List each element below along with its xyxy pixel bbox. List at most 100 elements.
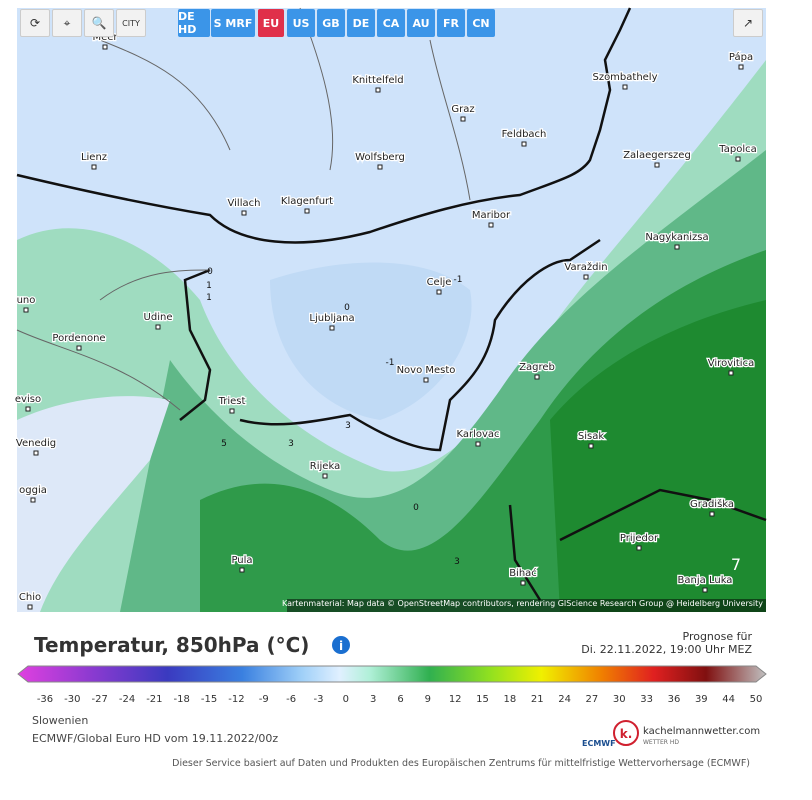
contour-label: 1 xyxy=(206,281,212,291)
city-label: Wolfsberg xyxy=(355,152,405,163)
city-label: eviso xyxy=(15,394,41,405)
attribution: Kartenmaterial: Map data © OpenStreetMap… xyxy=(282,599,763,608)
city-dot xyxy=(702,587,708,593)
city-dot xyxy=(33,450,39,456)
legend-tick: -36 xyxy=(37,694,53,705)
city-label: Feldbach xyxy=(502,129,547,140)
contour-label: -1 xyxy=(386,358,395,368)
legend-tick: 50 xyxy=(750,694,763,705)
legend-tick: 6 xyxy=(397,694,403,705)
city-dot xyxy=(460,116,466,122)
city-dot xyxy=(521,141,527,147)
city-dot xyxy=(304,208,310,214)
city-dot xyxy=(30,497,36,503)
legend-tick: 3 xyxy=(370,694,376,705)
city-label: Zagreb xyxy=(519,362,555,373)
legend-tick: 21 xyxy=(531,694,544,705)
region: Slowenien xyxy=(32,714,88,727)
city-dot xyxy=(588,443,594,449)
model-button[interactable]: DE HD xyxy=(178,9,210,37)
legend-tick: 27 xyxy=(586,694,599,705)
model-button[interactable]: CA xyxy=(377,9,405,37)
contour-label: 7 xyxy=(731,555,741,574)
color-scale xyxy=(17,665,767,683)
city-label: Venedig xyxy=(16,438,56,449)
city-label: Pula xyxy=(231,555,252,566)
contour-label: 3 xyxy=(345,421,351,431)
info-icon[interactable] xyxy=(332,636,350,654)
legend-tick: 33 xyxy=(640,694,653,705)
site-sub: WETTER HD xyxy=(643,739,679,746)
city-label: Varaždin xyxy=(564,261,607,273)
city-dot xyxy=(534,374,540,380)
city-dot xyxy=(583,274,589,280)
map xyxy=(16,7,767,612)
city-label: Celje xyxy=(427,277,452,288)
city-dot xyxy=(622,84,628,90)
legend-tick: -6 xyxy=(286,694,296,705)
site-logo xyxy=(613,720,639,746)
disclaimer: Dieser Service basiert auf Daten und Pro… xyxy=(172,758,750,769)
city-label: Novo Mesto xyxy=(397,365,456,376)
location-button[interactable]: ⌖ xyxy=(52,9,82,37)
city-label: Banja Luka xyxy=(678,575,733,586)
city-label: Triest xyxy=(218,396,246,407)
model-run: ECMWF/Global Euro HD vom 19.11.2022/00z xyxy=(32,732,278,745)
legend-tick: -15 xyxy=(201,694,217,705)
city-label: Zalaegerszeg xyxy=(623,150,691,161)
site-logo-k: k. xyxy=(620,727,633,741)
city-label: Szombathely xyxy=(592,72,657,83)
model-button[interactable]: FR xyxy=(437,9,465,37)
city-dot xyxy=(329,325,335,331)
model-button[interactable]: US xyxy=(287,9,315,37)
city-dot xyxy=(674,244,680,250)
city-dot xyxy=(728,370,734,376)
legend-tick: -9 xyxy=(259,694,269,705)
city-dot xyxy=(709,511,715,517)
city-label: Pápa xyxy=(729,51,753,63)
legend-tick: 15 xyxy=(476,694,489,705)
city-label: Knittelfeld xyxy=(352,75,403,86)
model-button[interactable]: S MRF xyxy=(211,9,255,37)
legend-tick: 30 xyxy=(613,694,626,705)
city-dot xyxy=(27,604,33,610)
city-label: Maribor xyxy=(472,210,511,221)
legend-tick: -24 xyxy=(119,694,135,705)
legend-tick: -30 xyxy=(64,694,80,705)
city-dot xyxy=(735,156,741,162)
city-dot xyxy=(377,164,383,170)
city-dot xyxy=(738,64,744,70)
city-label: Karlovac xyxy=(456,429,499,440)
model-button[interactable]: DE xyxy=(347,9,375,37)
city-dot xyxy=(155,324,161,330)
refresh-button[interactable]: ⟳ xyxy=(20,9,50,37)
contour-label: 0 xyxy=(413,503,419,513)
zoom-button[interactable]: 🔍 xyxy=(84,9,114,37)
city-dot xyxy=(91,164,97,170)
city-dot xyxy=(322,473,328,479)
legend-tick: -3 xyxy=(313,694,323,705)
legend-tick: 9 xyxy=(425,694,431,705)
city-dot xyxy=(229,408,235,414)
title: Temperatur, 850hPa (°C) xyxy=(34,633,309,657)
city-dot xyxy=(241,210,247,216)
model-button[interactable]: GB xyxy=(317,9,345,37)
contour-label: 1 xyxy=(206,293,212,303)
model-button[interactable]: CN xyxy=(467,9,495,37)
city-label: Virovitica xyxy=(708,358,754,369)
share-button[interactable]: ↗ xyxy=(733,9,763,37)
model-button[interactable]: AU xyxy=(407,9,435,37)
city-label: Pordenone xyxy=(52,333,105,344)
forecast-label: Prognose für xyxy=(683,630,753,643)
city-button[interactable]: CITY xyxy=(116,9,146,37)
attribution-bg xyxy=(287,599,766,612)
model-button[interactable]: EU xyxy=(258,9,284,37)
contour-label: 0 xyxy=(344,303,350,313)
legend-tick: 18 xyxy=(504,694,517,705)
legend-tick: 36 xyxy=(668,694,681,705)
contour-label: 0 xyxy=(207,267,213,277)
city-label: Rijeka xyxy=(310,461,340,472)
city-label: Sisak xyxy=(578,431,604,442)
